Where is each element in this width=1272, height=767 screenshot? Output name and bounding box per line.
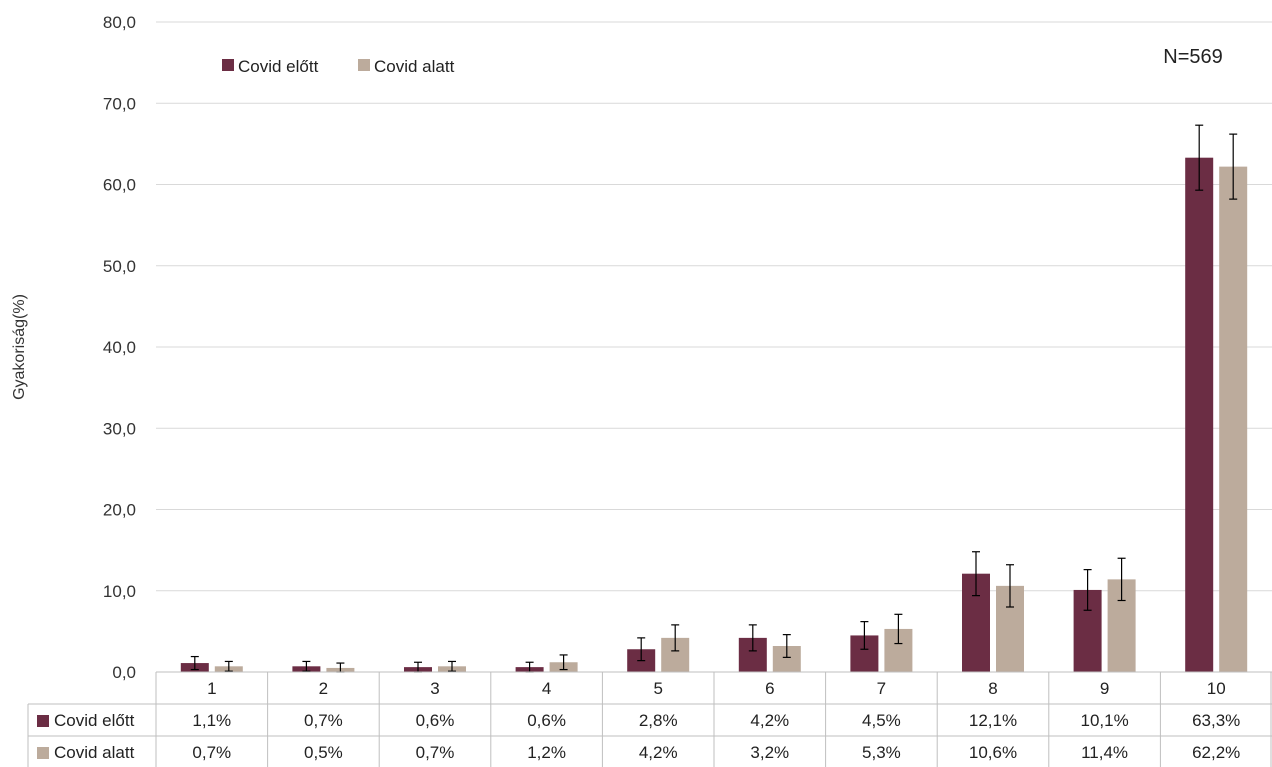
legend-entry: Covid előtt	[238, 57, 319, 76]
gridlines	[156, 21, 1272, 592]
x-tick-label: 9	[1100, 679, 1109, 698]
legend-swatch	[358, 59, 370, 71]
data-label: 11,4%	[1081, 743, 1128, 762]
legend-entry: Covid alatt	[374, 57, 455, 76]
y-tick-label: 10,0	[103, 582, 136, 601]
data-label: 0,7%	[416, 743, 455, 762]
table-series-name: Covid előtt	[54, 711, 135, 730]
data-label: 1,1%	[192, 711, 231, 730]
data-label: 0,7%	[304, 711, 343, 730]
data-label: 4,2%	[750, 711, 789, 730]
data-label: 10,6%	[969, 743, 1017, 762]
data-label: 0,7%	[192, 743, 231, 762]
data-label: 12,1%	[969, 711, 1017, 730]
x-tick-label: 10	[1207, 679, 1226, 698]
x-tick-label: 4	[542, 679, 551, 698]
y-tick-label: 20,0	[103, 501, 136, 520]
x-tick-label: 5	[653, 679, 662, 698]
data-label: 0,6%	[527, 711, 566, 730]
table-series-swatch	[37, 715, 49, 727]
table-series-swatch	[37, 747, 49, 759]
data-label: 1,2%	[527, 743, 566, 762]
x-tick-label: 8	[988, 679, 997, 698]
x-tick-label: 3	[430, 679, 439, 698]
data-label: 0,5%	[304, 743, 343, 762]
y-tick-label: 60,0	[103, 176, 136, 195]
bar-covid-elott	[1185, 157, 1214, 672]
x-tick-label: 7	[877, 679, 886, 698]
data-label: 5,3%	[862, 743, 901, 762]
data-table: 1 2 3 4 5 6 7 8 9 10 Covid előtt 1,1% 0,7% 0,6% 0,6% 2,…	[27, 671, 1272, 767]
data-label: 2,8%	[639, 711, 678, 730]
x-tick-label: 6	[765, 679, 774, 698]
legend-swatch	[222, 59, 234, 71]
y-tick-label: 40,0	[103, 338, 136, 357]
y-tick-label: 70,0	[103, 94, 136, 113]
data-label: 3,2%	[750, 743, 789, 762]
y-tick-label: 80,0	[103, 13, 136, 32]
bars	[180, 157, 1248, 672]
x-tick-label: 2	[319, 679, 328, 698]
table-series-name: Covid alatt	[54, 743, 135, 762]
data-label: 62,2%	[1192, 743, 1240, 762]
bar-covid-alatt	[1219, 166, 1248, 672]
x-tick-label: 1	[207, 679, 216, 698]
y-tick-label: 50,0	[103, 257, 136, 276]
data-label: 10,1%	[1080, 711, 1128, 730]
y-tick-label: 30,0	[103, 419, 136, 438]
data-label: 4,5%	[862, 711, 901, 730]
y-axis-ticks: 0,0 10,0 20,0 30,0 40,0 50,0 60,0 70,0 80,0	[103, 13, 136, 682]
y-tick-label: 0,0	[112, 663, 136, 682]
sample-size-annotation: N=569	[1163, 46, 1223, 68]
data-label: 4,2%	[639, 743, 678, 762]
data-label: 0,6%	[416, 711, 455, 730]
data-label: 63,3%	[1192, 711, 1240, 730]
y-axis-label: Gyakoriság(%)	[11, 294, 28, 400]
legend: Covid előtt Covid alatt	[222, 57, 455, 76]
